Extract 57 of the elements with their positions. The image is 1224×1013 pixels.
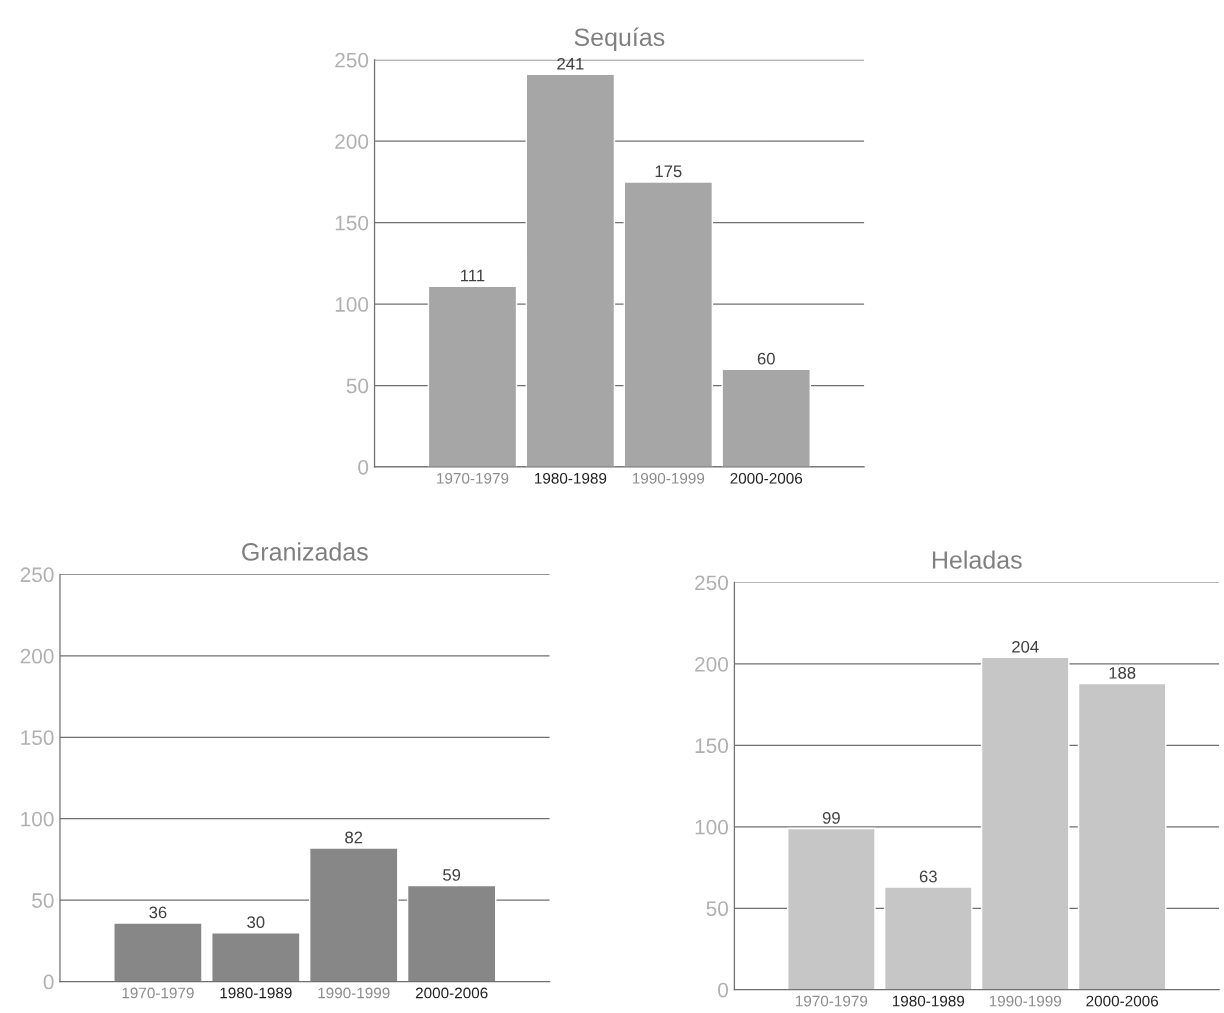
x-tick-label: 1990-1999 <box>318 987 390 999</box>
y-tick-label: 100 <box>695 819 729 835</box>
data-label: 204 <box>1012 640 1039 653</box>
y-tick-label: 250 <box>20 567 54 583</box>
data-label: 63 <box>919 870 937 883</box>
y-tick-label: 150 <box>21 730 54 746</box>
bar <box>980 656 1070 990</box>
y-tick-label: 50 <box>346 378 369 394</box>
x-tick-label: 1980-1989 <box>220 987 292 999</box>
bar <box>883 886 973 990</box>
data-label: 175 <box>655 165 682 178</box>
data-label: 99 <box>822 811 840 824</box>
data-label: 188 <box>1109 666 1136 679</box>
y-tick-label: 150 <box>695 738 729 754</box>
x-tick-label: 2000-2006 <box>730 472 803 484</box>
x-tick-label: 2000-2006 <box>415 987 488 999</box>
chart-title: Sequías <box>574 27 665 52</box>
bar <box>721 368 811 467</box>
y-tick-label: 250 <box>695 575 729 591</box>
bar <box>113 922 203 982</box>
bar <box>211 932 301 982</box>
x-tick-label: 2000-2006 <box>1086 995 1159 1007</box>
x-tick-label: 1970-1979 <box>122 987 194 999</box>
bar <box>623 181 714 467</box>
x-tick-label: 1970-1979 <box>437 472 509 484</box>
y-tick-label: 200 <box>335 134 369 149</box>
x-tick-label: 1980-1989 <box>892 995 965 1007</box>
y-tick-label: 250 <box>335 52 369 68</box>
data-label: 241 <box>557 57 584 70</box>
bar <box>427 285 518 467</box>
data-label: 30 <box>247 916 265 929</box>
x-tick-label: 1990-1999 <box>632 472 705 484</box>
y-tick-label: 0 <box>358 459 369 475</box>
y-tick-label: 200 <box>695 656 729 672</box>
bar <box>525 73 616 467</box>
data-label: 36 <box>149 906 167 919</box>
x-tick-label: 1980-1989 <box>535 472 607 484</box>
bar <box>787 827 876 990</box>
y-tick-label: 50 <box>706 901 729 917</box>
y-tick-label: 0 <box>718 982 729 998</box>
bar <box>308 847 399 982</box>
data-label: 60 <box>757 352 775 365</box>
data-label: 59 <box>443 869 461 881</box>
chart-title: Granizadas <box>242 542 368 561</box>
y-tick-label: 150 <box>335 215 369 231</box>
y-tick-label: 200 <box>20 648 54 664</box>
data-label: 111 <box>461 269 485 282</box>
bar <box>1077 682 1167 990</box>
chart-title: Heladas <box>932 550 1022 569</box>
y-tick-label: 50 <box>32 893 54 908</box>
y-tick-label: 100 <box>335 297 369 312</box>
x-tick-label: 1970-1979 <box>795 995 868 1007</box>
x-tick-label: 1990-1999 <box>989 995 1062 1007</box>
y-tick-label: 0 <box>43 974 54 990</box>
bar <box>406 884 497 982</box>
data-label: 82 <box>345 831 363 844</box>
y-tick-label: 100 <box>21 811 54 827</box>
